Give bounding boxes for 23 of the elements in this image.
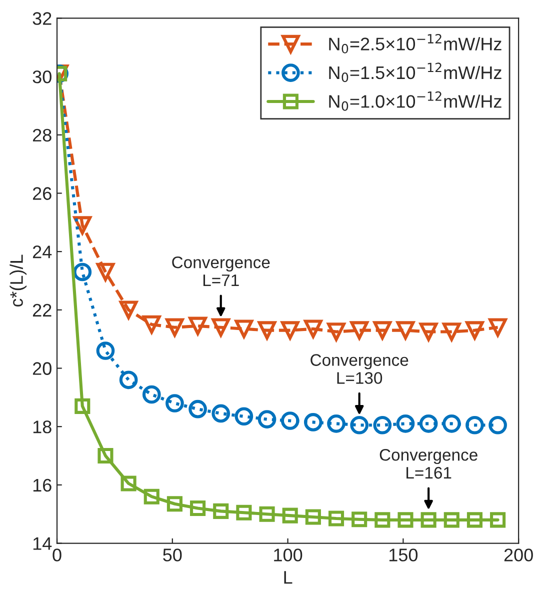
y-tick-label: 18	[33, 420, 52, 434]
y-tick-label: 20	[32, 362, 52, 375]
x-tick-label: 0	[52, 548, 62, 562]
annotation: Convergence L=161	[380, 448, 478, 479]
annotation: Convergence L=130	[310, 354, 408, 384]
y-tick-label: 16	[33, 478, 52, 492]
y-axis-title: c*(L)/L	[10, 254, 27, 307]
y-tick-label: 24	[32, 246, 52, 258]
y-tick-label: 32	[32, 12, 52, 25]
y-tick-label: 30	[32, 70, 52, 84]
x-tick-label: 100	[274, 548, 302, 562]
y-tick-label: 28	[32, 128, 52, 142]
x-axis-title: L	[284, 571, 292, 584]
legend-label: N$_{0}$=1.5×10$^{−12}$mW/Hz	[329, 62, 502, 82]
x-tick-label: 150	[389, 548, 418, 562]
annotation: Convergence L=71	[172, 256, 270, 286]
x-tick-label: 50	[163, 548, 182, 562]
y-tick-label: 14	[33, 537, 52, 550]
x-tick-label: 200	[504, 548, 533, 562]
y-tick-label: 22	[32, 304, 52, 316]
y-tick-label: 26	[32, 187, 52, 200]
legend-label: N$_{0}$=1.0×10$^{−12}$mW/Hz	[329, 91, 502, 111]
legend-label: N$_{0}$=2.5×10$^{−12}$mW/Hz	[329, 34, 502, 54]
